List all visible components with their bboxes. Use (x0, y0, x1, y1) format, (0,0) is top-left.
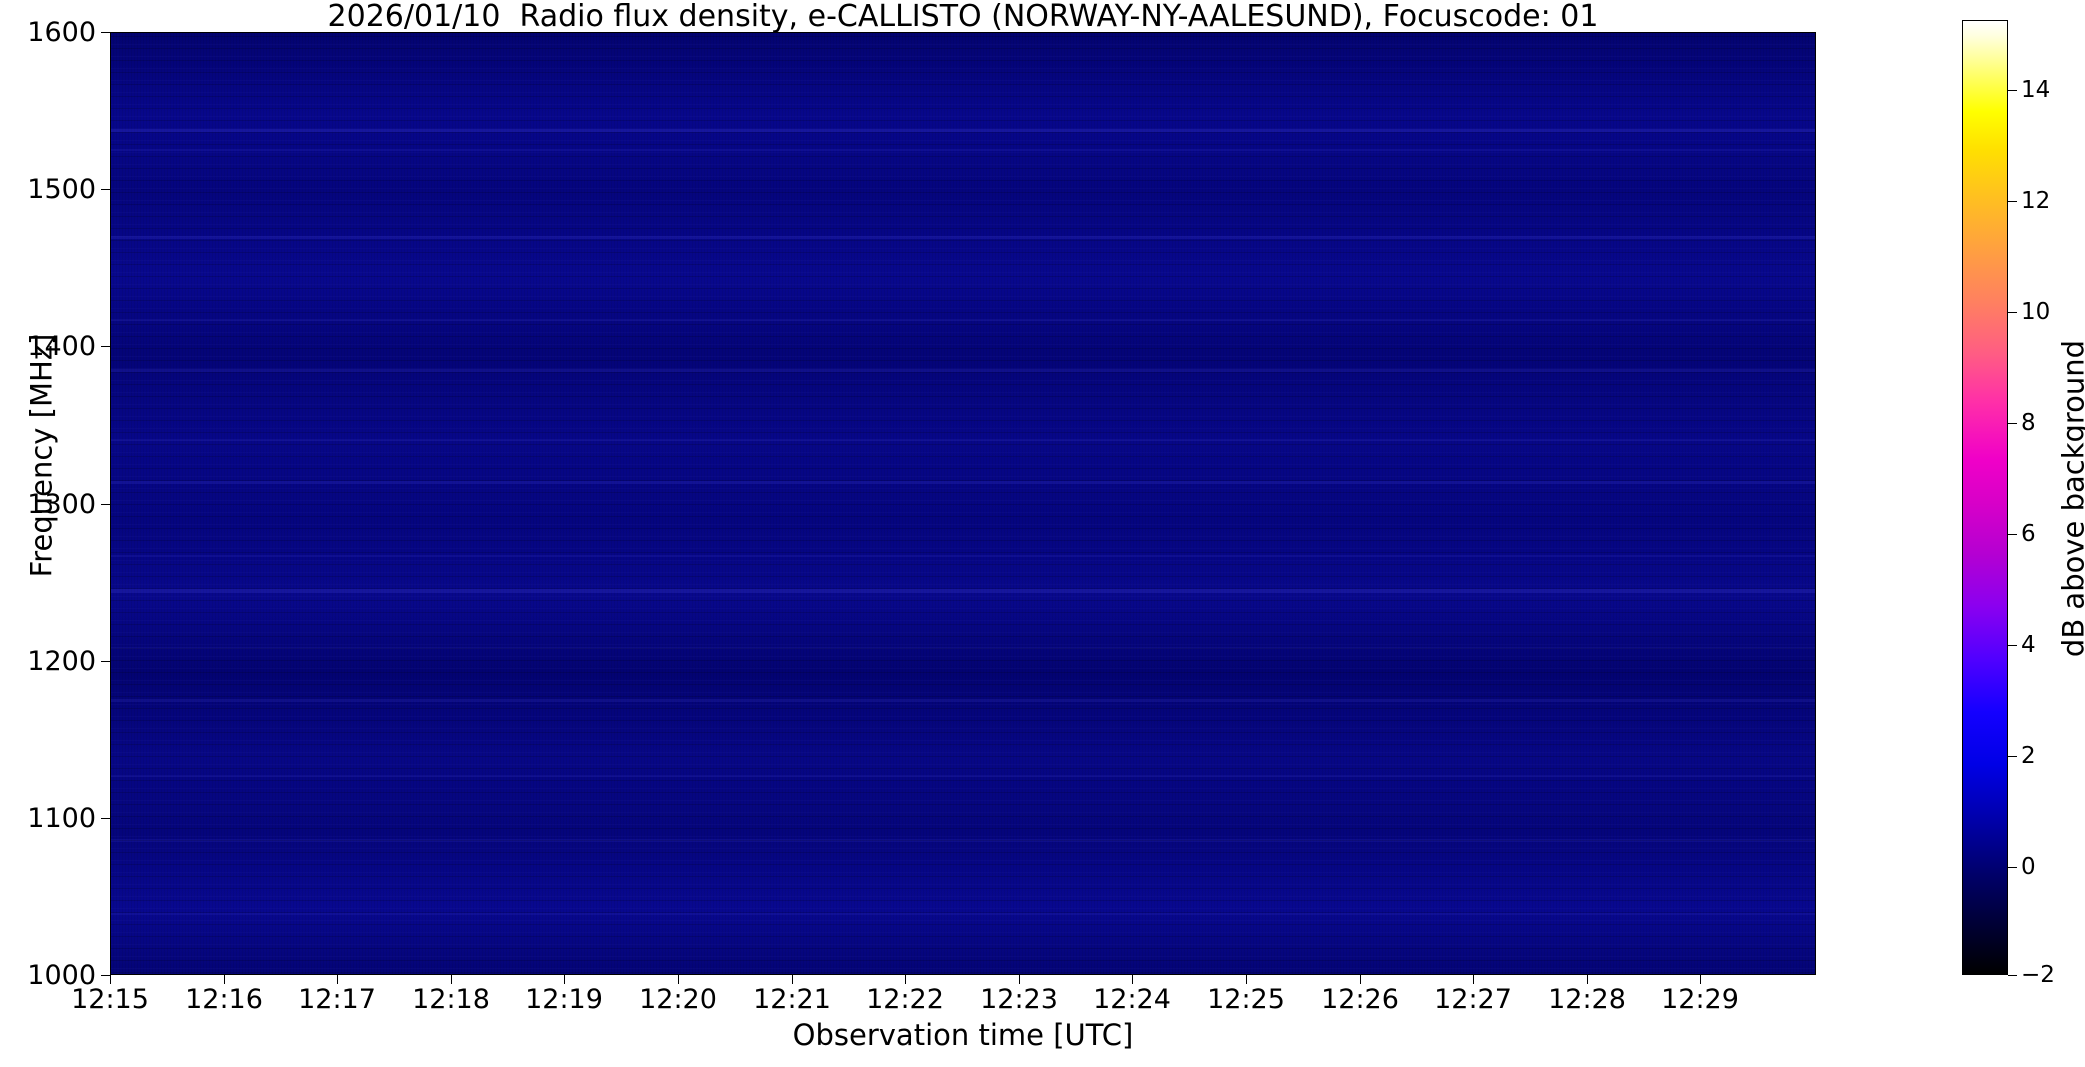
channel-band (111, 369, 1815, 372)
x-tick-mark (792, 975, 793, 984)
y-tick-label: 1300 (27, 489, 96, 520)
x-tick-mark (1700, 975, 1701, 984)
y-tick-label: 1600 (27, 17, 96, 48)
y-tick-label: 1500 (27, 174, 96, 205)
colorbar-tick-label: 8 (2021, 410, 2036, 436)
x-tick-label: 12:26 (1321, 984, 1399, 1015)
y-tick-label: 1200 (27, 646, 96, 677)
y-tick-label: 1400 (27, 331, 96, 362)
x-tick-mark (564, 975, 565, 984)
x-tick-mark (1587, 975, 1588, 984)
x-tick-label: 12:27 (1434, 984, 1512, 1015)
channel-band (111, 555, 1815, 557)
channel-band (111, 129, 1815, 132)
y-tick-label: 1100 (27, 803, 96, 834)
channel-band (111, 481, 1815, 484)
channel-band (111, 439, 1815, 441)
colorbar-tick-mark (2008, 756, 2017, 757)
colorbar-tick-label: 12 (2021, 188, 2051, 214)
y-tick-label: 1000 (27, 960, 96, 991)
colorbar-tick-label: 0 (2021, 854, 2036, 880)
colorbar-tick-mark (2008, 867, 2017, 868)
colorbar-tick-label: 10 (2021, 299, 2051, 325)
x-axis-label: Observation time [UTC] (792, 1018, 1134, 1052)
x-tick-label: 12:24 (1093, 984, 1171, 1015)
x-tick-mark (678, 975, 679, 984)
colorbar-gradient (1963, 21, 2007, 974)
x-tick-label: 12:21 (753, 984, 831, 1015)
colorbar-tick-mark (2008, 90, 2017, 91)
colorbar[interactable] (1962, 20, 2008, 975)
colorbar-tick-label: 14 (2021, 77, 2051, 103)
channel-band (111, 913, 1815, 915)
x-tick-mark (1019, 975, 1020, 984)
y-tick-mark (101, 818, 110, 819)
channel-band (111, 589, 1815, 593)
colorbar-tick-label: 6 (2021, 521, 2036, 547)
y-tick-mark (101, 346, 110, 347)
channel-band (111, 319, 1815, 321)
y-tick-mark (101, 975, 110, 976)
x-tick-label: 12:19 (525, 984, 603, 1015)
x-tick-label: 12:28 (1548, 984, 1626, 1015)
y-axis-label: Frequency [MHz] (24, 333, 59, 578)
x-tick-mark (337, 975, 338, 984)
x-tick-mark (905, 975, 906, 984)
y-tick-mark (101, 32, 110, 33)
colorbar-tick-mark (2008, 534, 2017, 535)
colorbar-tick-mark (2008, 312, 2017, 313)
colorbar-tick-mark (2008, 201, 2017, 202)
spectrogram-axes[interactable] (110, 32, 1816, 975)
x-tick-mark (1473, 975, 1474, 984)
colorbar-tick-label: −2 (2021, 962, 2055, 988)
x-tick-mark (110, 975, 111, 984)
channel-band (111, 647, 1815, 649)
x-tick-label: 12:17 (298, 984, 376, 1015)
x-tick-mark (1360, 975, 1361, 984)
y-tick-mark (101, 661, 110, 662)
colorbar-tick-mark (2008, 975, 2017, 976)
colorbar-tick-label: 2 (2021, 743, 2036, 769)
x-tick-label: 12:18 (412, 984, 490, 1015)
channel-band (111, 699, 1815, 702)
x-tick-mark (1132, 975, 1133, 984)
colorbar-tick-mark (2008, 645, 2017, 646)
page-title: 2026/01/10 Radio flux density, e-CALLIST… (327, 0, 1599, 34)
x-tick-label: 12:23 (980, 984, 1058, 1015)
x-tick-label: 12:15 (71, 984, 149, 1015)
y-tick-mark (101, 504, 110, 505)
colorbar-label: dB above background (2056, 339, 2085, 658)
x-tick-label: 12:25 (1207, 984, 1285, 1015)
x-tick-label: 12:20 (639, 984, 717, 1015)
channel-band (111, 149, 1815, 151)
x-tick-mark (224, 975, 225, 984)
x-tick-mark (451, 975, 452, 984)
x-tick-mark (1246, 975, 1247, 984)
channel-band (111, 236, 1815, 239)
y-tick-mark (101, 189, 110, 190)
channel-band (111, 775, 1815, 777)
x-tick-label: 12:16 (185, 984, 263, 1015)
x-tick-label: 12:22 (866, 984, 944, 1015)
colorbar-tick-label: 4 (2021, 632, 2036, 658)
colorbar-tick-mark (2008, 423, 2017, 424)
spectrogram-image[interactable] (111, 33, 1815, 974)
x-tick-label: 12:29 (1661, 984, 1739, 1015)
channel-band (111, 839, 1815, 842)
